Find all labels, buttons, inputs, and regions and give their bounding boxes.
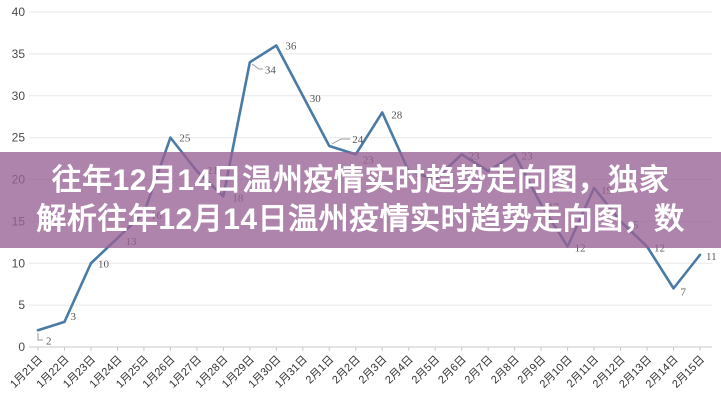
- y-axis-tick-label: 10: [12, 256, 26, 270]
- x-axis-date-label: 2月7日: [463, 354, 496, 387]
- x-axis-date-label: 2月4日: [383, 354, 416, 387]
- x-axis-date-label: 2月1日: [304, 354, 337, 387]
- data-point-label: 25: [179, 133, 191, 145]
- x-axis-date-label: 2月6日: [436, 354, 469, 387]
- data-point-label: 36: [285, 41, 297, 53]
- y-axis-tick-label: 40: [12, 5, 26, 19]
- y-axis-tick-label: 35: [12, 47, 26, 61]
- data-point-label: 7: [681, 286, 687, 298]
- data-point-label: 3: [70, 311, 76, 323]
- y-axis-tick-label: 25: [12, 131, 26, 145]
- overlay-title-line1: 往年12月14日温州疫情实时趋势走向图，独家: [51, 164, 670, 197]
- data-point-label: 28: [391, 110, 403, 122]
- data-point-label: 24: [352, 134, 364, 146]
- x-axis-date-label: 2月8日: [489, 354, 522, 387]
- data-point-label: 12: [575, 243, 586, 255]
- y-axis-tick-label: 30: [12, 89, 26, 103]
- data-point-label: 11: [706, 251, 717, 263]
- label-leader-line: [251, 63, 263, 70]
- data-point-label: 30: [310, 93, 322, 105]
- x-axis-date-label: 2月2日: [330, 354, 363, 387]
- data-point-label: 34: [265, 64, 277, 76]
- title-overlay: 往年12月14日温州疫情实时趋势走向图，独家 解析往年12月14日温州疫情实时趋…: [0, 152, 721, 248]
- x-axis-date-label: 2月3日: [357, 354, 390, 387]
- label-leader-line: [331, 138, 350, 145]
- y-axis-tick-label: 5: [18, 298, 25, 312]
- data-point-label: 10: [98, 258, 110, 270]
- data-point-label: 12: [654, 243, 665, 255]
- y-axis-tick-label: 0: [18, 340, 25, 354]
- label-leader-line: [37, 333, 43, 341]
- overlay-title-line2: 解析往年12月14日温州疫情实时趋势走向图，数: [36, 203, 685, 236]
- data-point-label: 2: [46, 335, 52, 347]
- x-axis-date-label: 2月5日: [410, 354, 443, 387]
